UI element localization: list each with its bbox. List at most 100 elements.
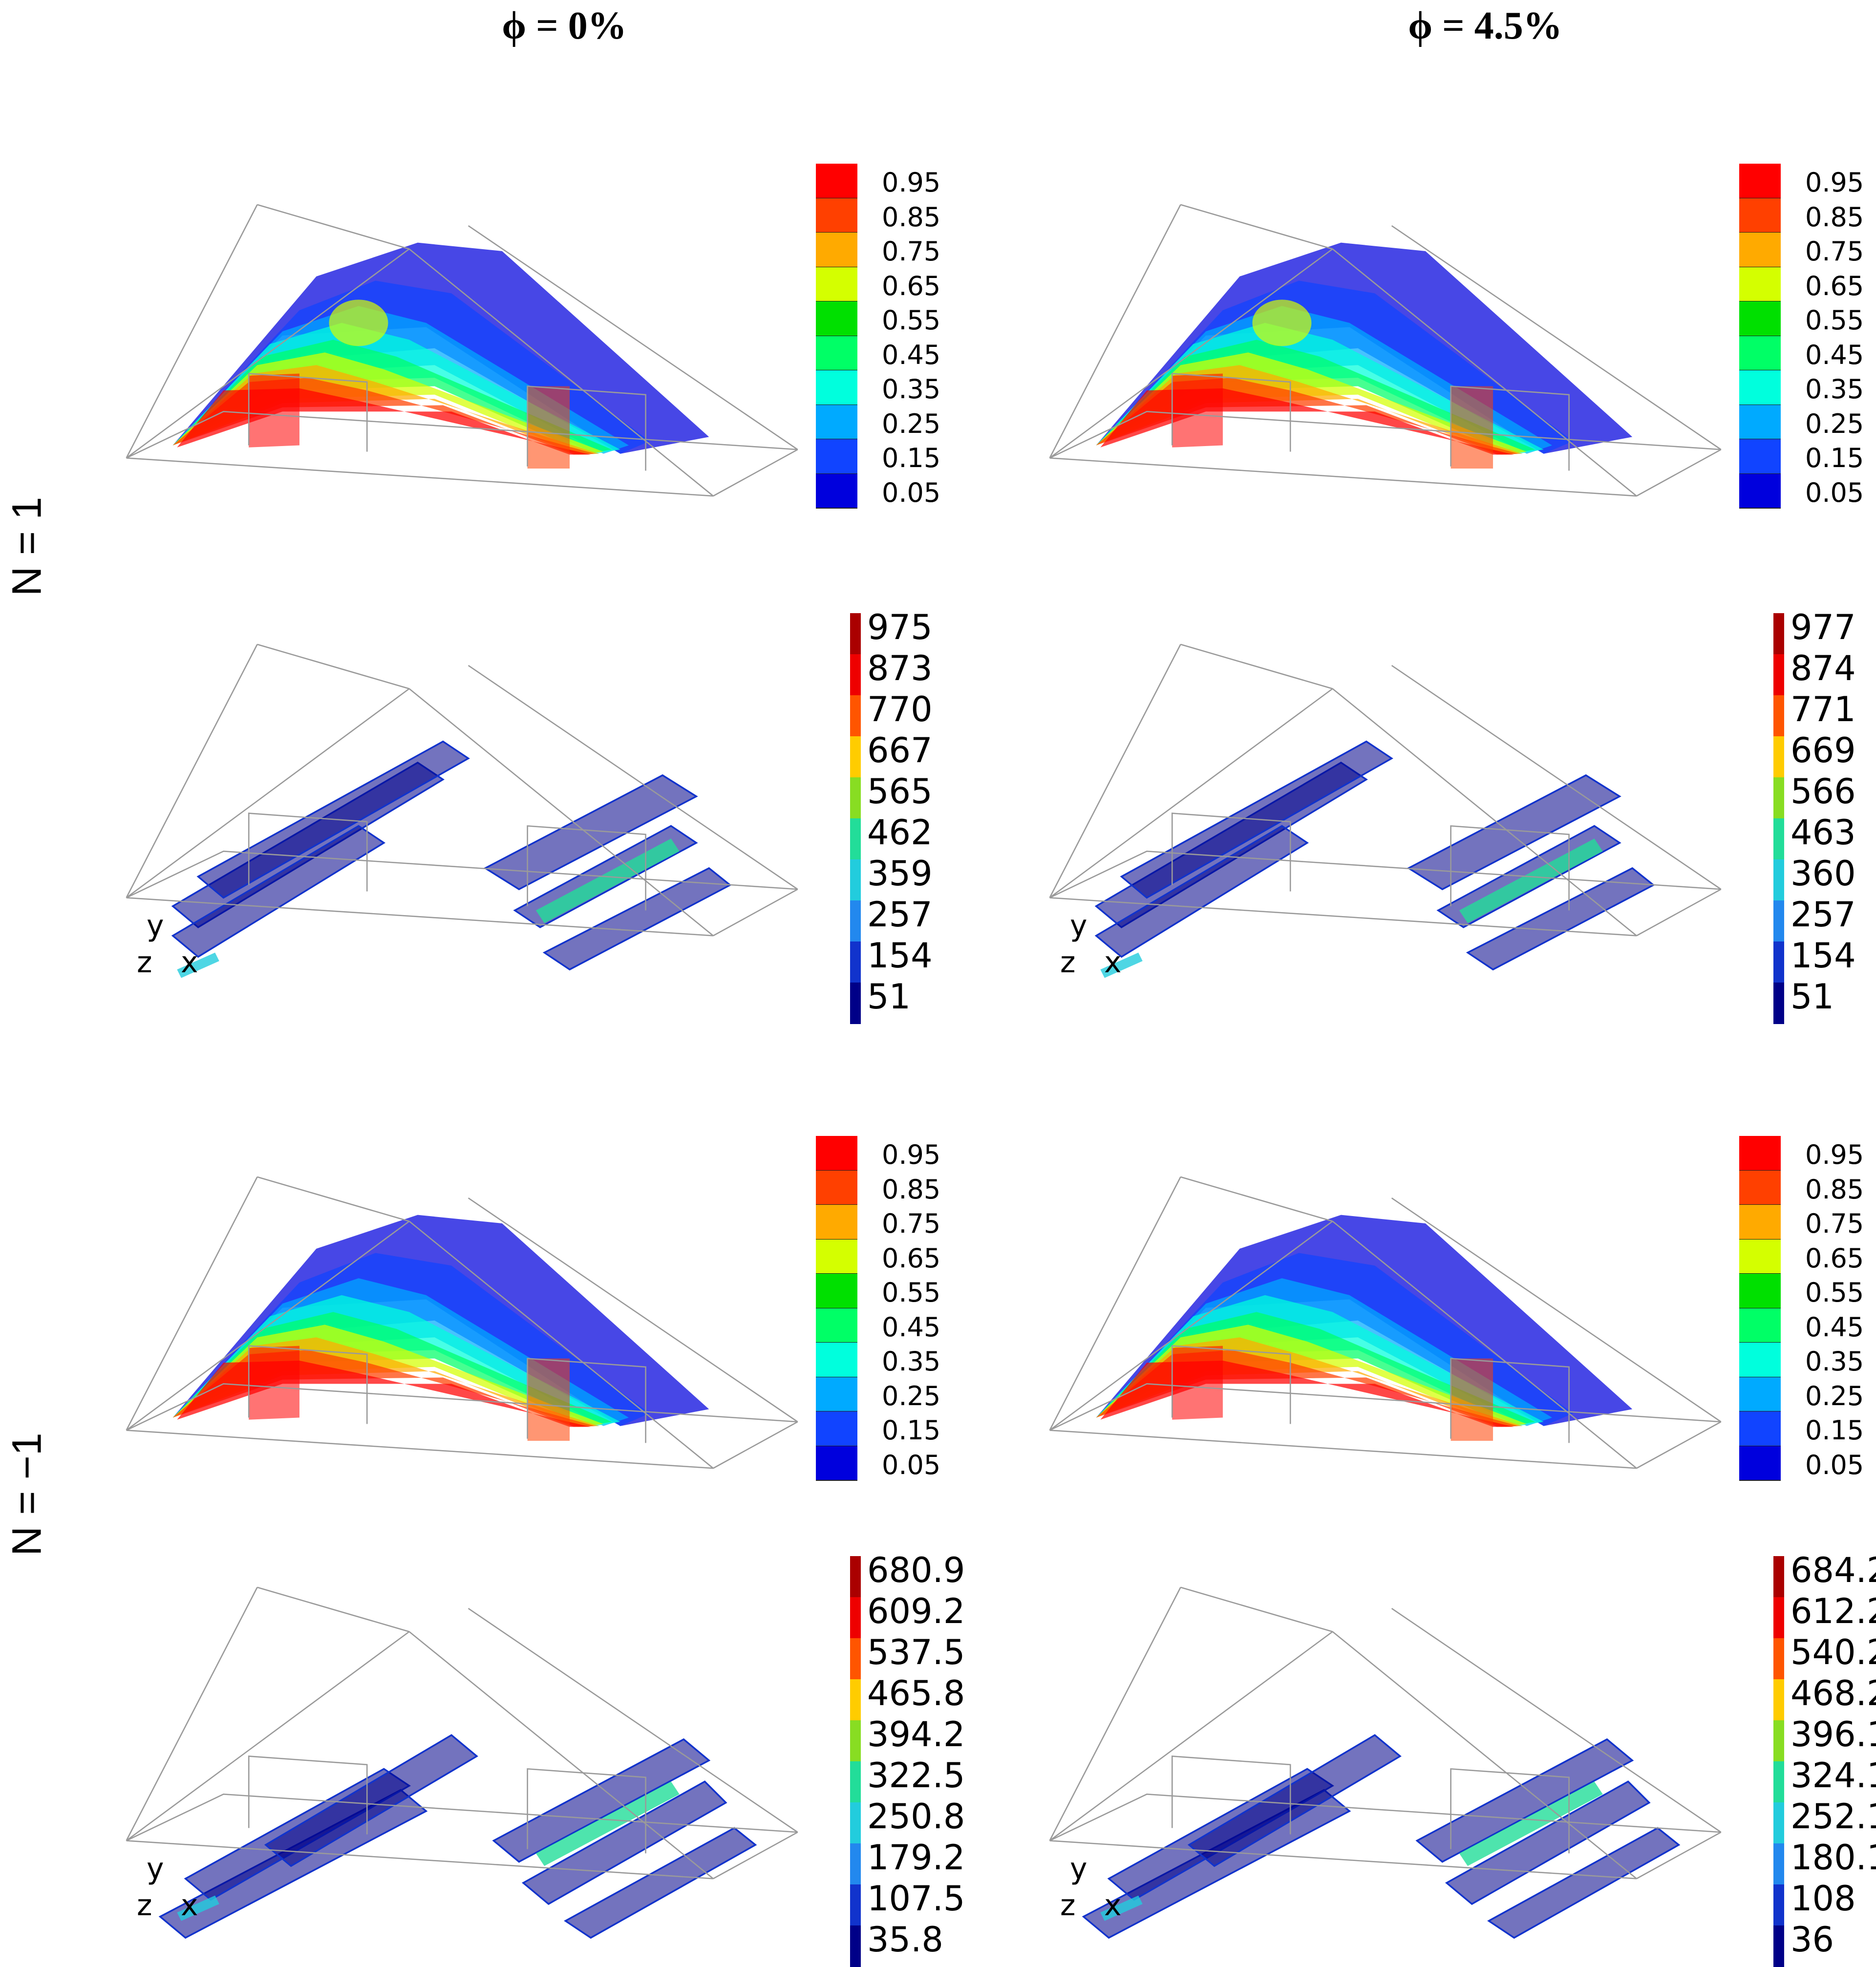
colorbar-swatch [1739, 405, 1781, 440]
colorbar-swatch [1739, 336, 1781, 371]
colorbar-tick-label: 667 [867, 730, 933, 770]
enclosure-wireframe [126, 204, 798, 497]
colorbar-swatch [850, 695, 861, 737]
enclosure-wireframe [126, 643, 798, 937]
axis-label-y: y [147, 909, 164, 943]
colorbar-swatch [816, 233, 857, 268]
colorbar-tick-label: 0.95 [1805, 1139, 1864, 1170]
colorbar-swatch [816, 198, 857, 233]
colorbar-tick-label: 180.1 [1791, 1838, 1876, 1878]
colorbar-swatch [1739, 1136, 1781, 1171]
colorbar-swatch [1739, 1170, 1781, 1205]
colorbar-swatch [1739, 473, 1781, 509]
colorbar-swatch [1773, 983, 1784, 1024]
colorbar-swatch [1739, 370, 1781, 406]
colorbar-swatch [1773, 1925, 1784, 1967]
colorbar-tick-label: 0.55 [1805, 305, 1864, 336]
colorbar-swatch [850, 818, 861, 860]
colorbar-tick-label: 537.5 [867, 1632, 965, 1672]
colorbar-swatch [816, 439, 857, 474]
colorbar-tick-label: 0.05 [1805, 1449, 1864, 1480]
colorbar-tick-label: 51 [867, 977, 911, 1017]
colorbar-tick-label: 324.1 [1791, 1755, 1876, 1796]
colorbar-swatch [816, 1411, 857, 1447]
colorbar-swatch [816, 370, 857, 406]
colorbar-swatch [850, 983, 861, 1024]
axis-label-x: x [1104, 1888, 1122, 1923]
colorbar-swatch [1773, 859, 1784, 901]
row-label-n-minus-1: N = −1 [3, 1432, 50, 1556]
colorbar-tick-label: 250.8 [867, 1796, 965, 1837]
colorbar-swatch [1739, 1343, 1781, 1378]
cold-wall-slab [1450, 386, 1493, 469]
isosurface-tube-4 [521, 1780, 727, 1905]
colorbar-tick-label: 108 [1791, 1879, 1856, 1919]
colorbar-swatch [1773, 1720, 1784, 1762]
colorbar-tick-label: 0.45 [1805, 339, 1864, 370]
colorbar-swatch [1739, 198, 1781, 233]
colorbar-tick-label: 0.25 [882, 1380, 941, 1411]
colorbar-swatch [1773, 900, 1784, 942]
colorbar-tick-label: 0.65 [882, 270, 941, 301]
colorbar-tick-label: 465.8 [867, 1673, 965, 1713]
hot-wall-slab [249, 373, 299, 448]
colorbar-swatch [816, 267, 857, 302]
colorbar-swatch [1739, 1411, 1781, 1447]
colorbar-swatch [850, 1884, 861, 1926]
colorbar-tick-label: 0.05 [882, 1449, 941, 1480]
volume-fraction-surface [1096, 1215, 1633, 1441]
hot-corner-band [1100, 1895, 1143, 1921]
colorbar-tick-label: 975 [867, 607, 933, 647]
temperature-isosurfaces [1082, 1734, 1681, 1939]
vf-band-1 [1096, 280, 1574, 454]
colorbar-tick-label: 107.5 [867, 1879, 965, 1919]
temperature-plot [1049, 643, 1722, 978]
colorbar-tick-label: 771 [1791, 689, 1856, 729]
colorbar-swatch [1773, 1884, 1784, 1926]
colorbar-swatch [850, 1843, 861, 1885]
panel-n1-phi45-temperature: 977 874 771 669 566 463 360 257 154 51 y z x [1045, 586, 1876, 1024]
axis-label-z: z [137, 945, 152, 980]
colorbar-swatch [1739, 1274, 1781, 1309]
temperature-plot [126, 1586, 798, 1939]
colorbar-tick-label: 0.75 [882, 236, 941, 267]
colorbar-tick-label: 360 [1791, 854, 1856, 894]
cold-wall-slab [527, 1358, 570, 1441]
colorbar-tick-label: 0.65 [882, 1242, 941, 1274]
colorbar-swatch [1773, 613, 1784, 655]
colorbar-tick-label: 0.55 [882, 305, 941, 336]
isosurface-tube-3 [1415, 1738, 1634, 1863]
colorbar-swatch [1773, 1802, 1784, 1844]
colorbar-swatch [1739, 1239, 1781, 1274]
colorbar-swatch [850, 1761, 861, 1803]
volume-fraction-plot [126, 1176, 798, 1469]
colorbar-swatch [850, 654, 861, 696]
colorbar-tick-label: 252.1 [1791, 1796, 1876, 1837]
colorbar-swatch [850, 777, 861, 819]
colorbar-tick-label: 257 [867, 895, 933, 935]
warm-core-band [535, 838, 680, 923]
colorbar-swatch [1773, 818, 1784, 860]
panel-n1-phi0-volume-fraction: 0.95 0.85 0.75 0.65 0.55 0.45 0.35 0.25 0.15 0.05 [122, 147, 953, 528]
colorbar-swatch [816, 1239, 857, 1274]
temperature-isosurfaces [171, 740, 732, 978]
colorbar-tick-label: 0.55 [1805, 1277, 1864, 1308]
colorbar-swatch [1773, 1761, 1784, 1803]
hot-wall-slab [249, 1346, 299, 1420]
vf-band-1 [1096, 1253, 1574, 1426]
colorbar-swatch [816, 1308, 857, 1343]
axis-label-z: z [137, 1888, 152, 1923]
colorbar-tick-label: 770 [867, 689, 933, 729]
panel-n1-phi0-temperature: 975 873 770 667 565 462 359 257 154 51 y z x [122, 586, 953, 1024]
colorbar-swatch [816, 405, 857, 440]
colorbar-swatch [850, 1638, 861, 1680]
colorbar-swatch [816, 1136, 857, 1171]
panel-nm1-phi0-temperature: 680.9 609.2 537.5 465.8 394.2 322.5 250.8 179.2… [122, 1529, 965, 1967]
colorbar-tick-label: 322.5 [867, 1755, 965, 1796]
colorbar-swatch [816, 1170, 857, 1205]
colorbar-swatch [850, 859, 861, 901]
colorbar-tick-label: 0.25 [882, 408, 941, 439]
isosurface-tube-2 [264, 1734, 478, 1867]
colorbar-tick-label: 179.2 [867, 1838, 965, 1878]
colorbar-tick-label: 35.8 [867, 1920, 943, 1960]
